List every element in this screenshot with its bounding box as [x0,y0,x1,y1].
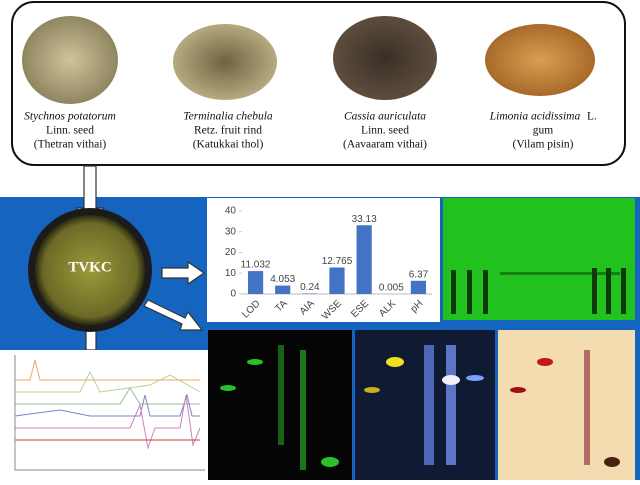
bar [357,225,372,294]
plant-authority: L. [587,111,597,123]
value-label: 12.765 [322,256,353,267]
center-label: TVKC [68,259,111,275]
value-label: 11.032 [241,260,271,271]
chromatogram [0,350,210,480]
y-tick-label: 40 [225,206,237,217]
plant-part: Retz. fruit rind [194,125,262,137]
plant-name: Stychnos potatorum [24,111,116,123]
plant-local-name: (Thetran vithai) [34,139,107,151]
plant-name: Limonia acidissima [489,111,581,123]
plant-image [22,16,118,104]
y-tick-label: 20 [225,247,237,258]
plant-part: Linn. seed [46,125,94,137]
plant-name: Terminalia chebula [183,111,273,123]
plant-name: Cassia auriculata [344,111,426,123]
plant-part: gum [533,125,554,137]
y-tick-label: 0 [230,289,236,300]
plant-part: Linn. seed [361,125,409,137]
y-tick-label: 10 [225,268,237,279]
plant-image [173,24,277,100]
value-label: 4.053 [270,274,295,285]
plant-local-name: (Katukkai thol) [193,139,264,151]
value-label: 6.37 [409,269,429,280]
plant-local-name: (Vilam pisin) [513,139,574,151]
value-label: 33.13 [352,214,377,225]
plant-image [485,24,595,96]
bar [329,268,344,294]
bar [275,286,290,294]
bar [411,281,426,294]
value-label: 0.24 [300,282,320,293]
plant-local-name: (Aavaaram vithai) [343,139,427,151]
bar [248,271,263,294]
y-tick-label: 30 [225,226,237,237]
value-label: 0.005 [379,283,404,294]
plant-image [333,16,437,100]
